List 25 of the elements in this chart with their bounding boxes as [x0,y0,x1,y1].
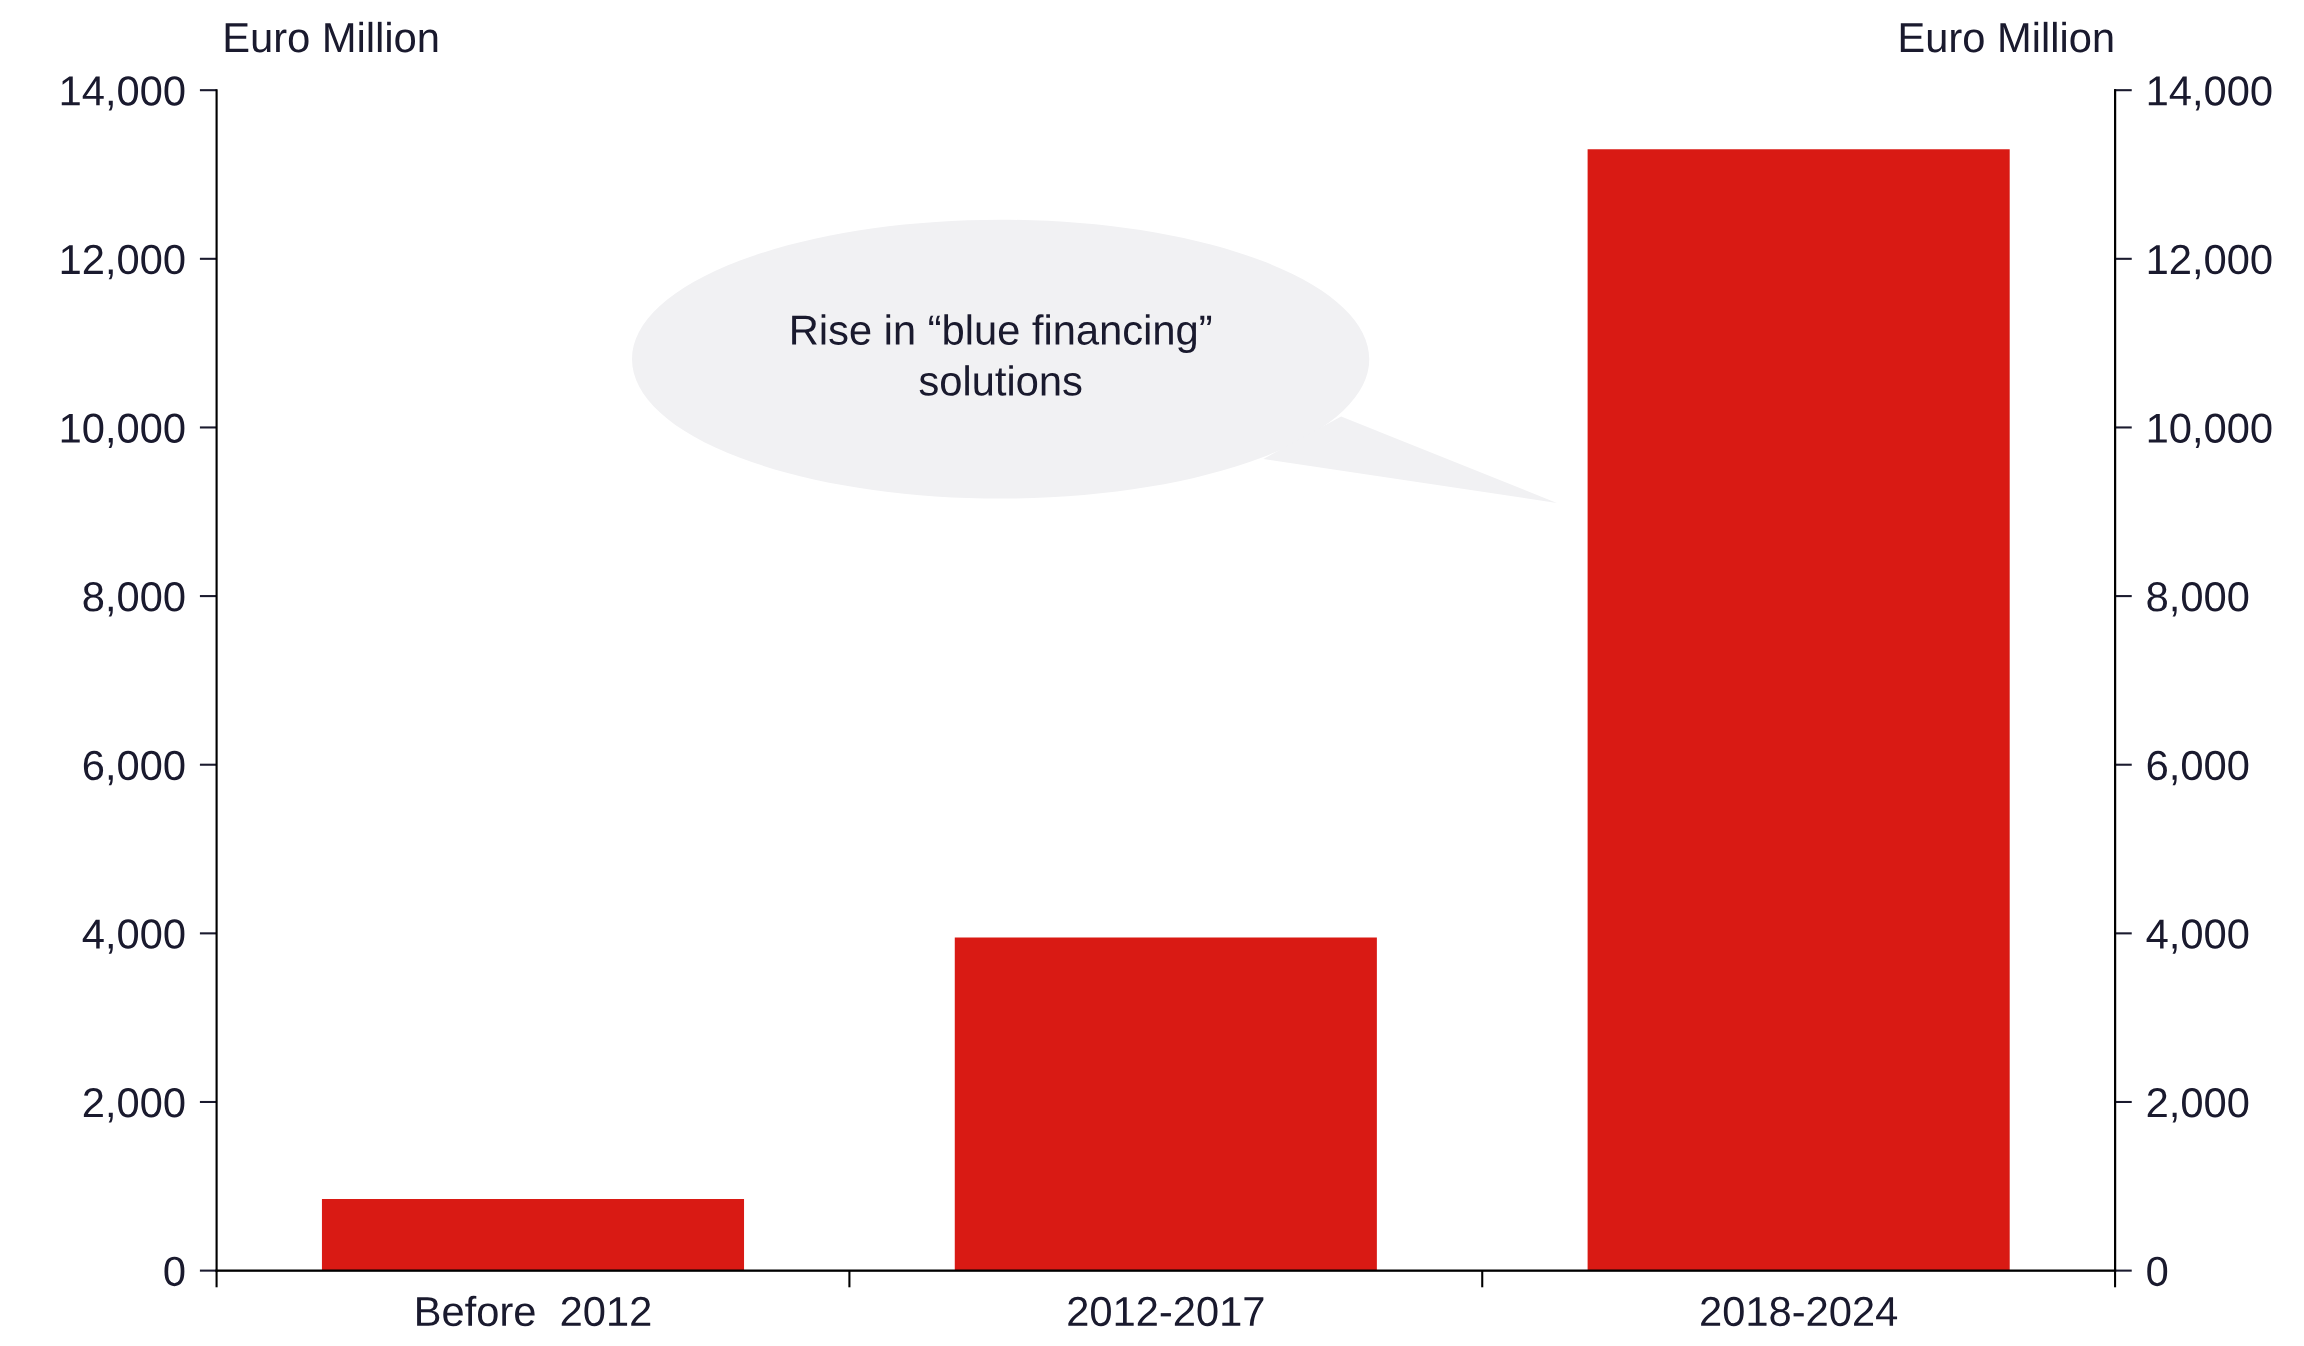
y-tick-label: 6,000 [83,750,185,786]
y2-tick-label: 12,000 [2148,244,2272,280]
bar [954,937,1377,1271]
x-tick-label: 2018-2024 [1701,1296,1898,1327]
y-tick-label: 2,000 [83,1087,185,1123]
y2-tick-label: 14,000 [2148,76,2272,111]
y2-tick-label: 6,000 [2147,750,2249,786]
y-axis-title: Euro Million [225,21,438,53]
y-tick-label: 10,000 [61,413,185,448]
y2-tick-label: 0 [2147,1256,2168,1287]
annotation: Rise in “blue financing” solutions [792,314,1212,396]
x-tick-label: 2012-2017 [1068,1296,1264,1327]
bar [1587,149,2010,1271]
y2-tick-label: 10,000 [2148,413,2272,448]
bar [321,1198,745,1271]
y-tick-label: 4,000 [82,919,185,954]
x-tick-label: Before 2012 [417,1295,651,1327]
y2-tick-label: 8,000 [2147,582,2249,617]
y-tick-label: 12,000 [61,244,185,280]
y2-tick-label: 2,000 [2147,1087,2249,1123]
y2-axis-title: Euro Million [1900,21,2113,53]
y-tick-label: 0 [164,1256,185,1287]
y-tick-label: 14,000 [61,76,185,111]
y2-tick-label: 4,000 [2146,919,2249,954]
y-tick-label: 8,000 [83,582,185,617]
